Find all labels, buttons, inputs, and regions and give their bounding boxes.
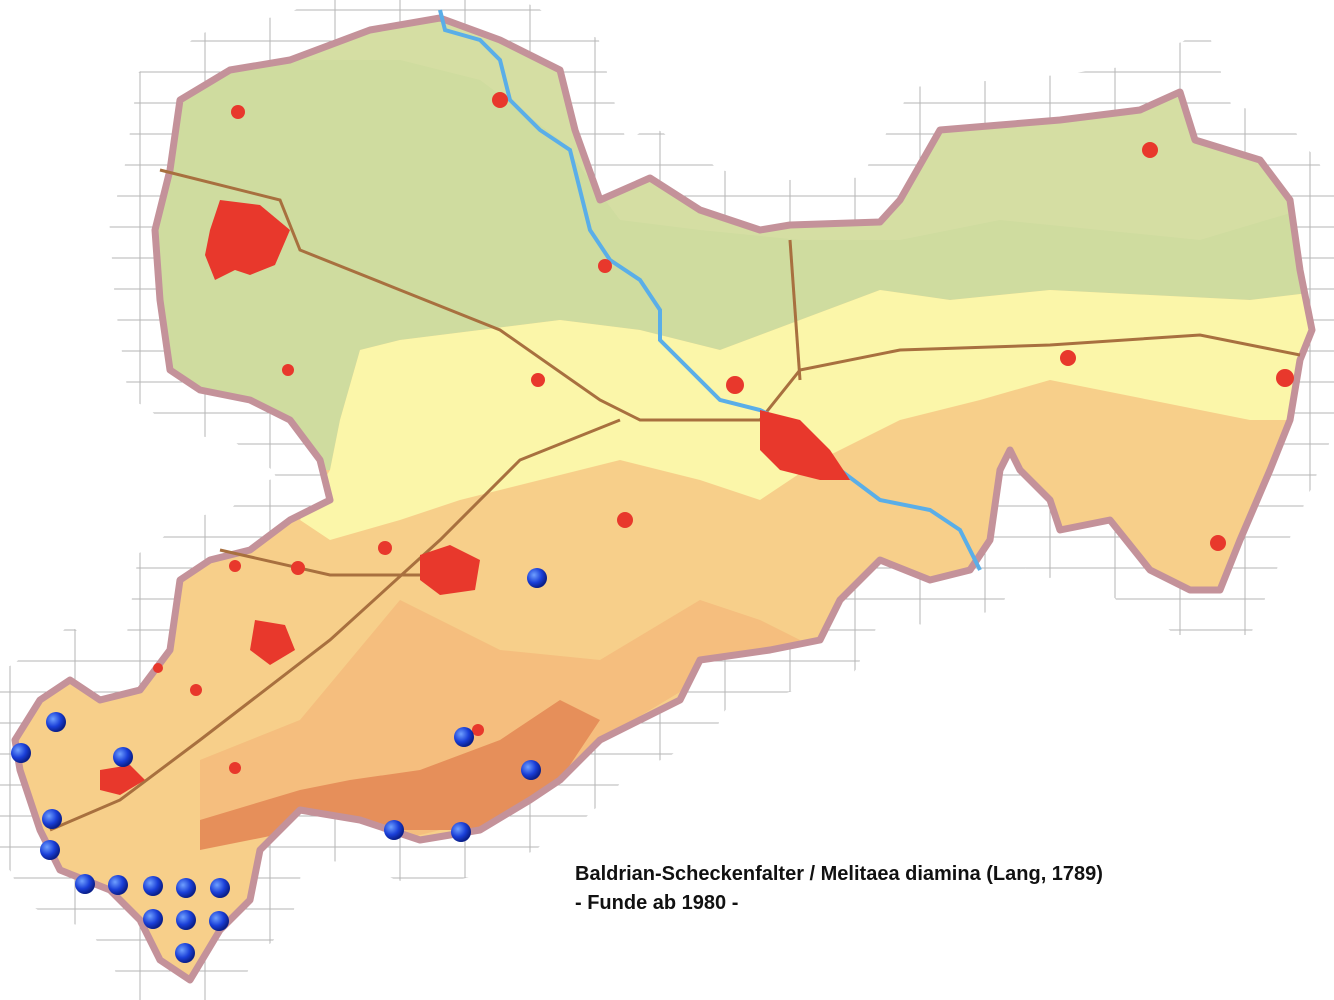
map-subtitle: - Funde ab 1980 - [575,892,738,914]
find-records [11,568,547,963]
roads [49,168,1301,832]
map-title: Baldrian-Scheckenfalter / Melitaea diami… [575,863,1103,885]
cities [100,92,1294,795]
rivers [438,9,982,571]
